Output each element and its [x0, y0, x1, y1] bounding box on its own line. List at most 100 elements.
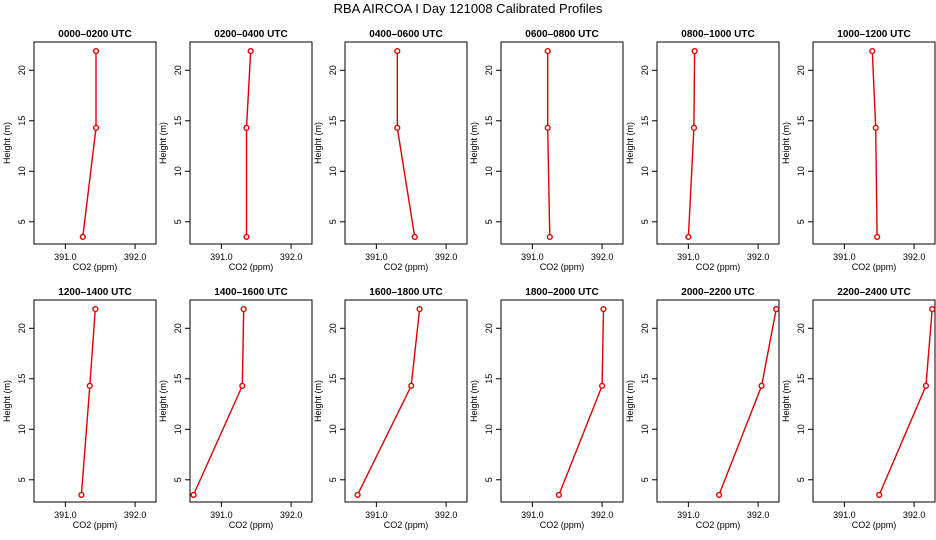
x-tick-label: 392.0 [903, 252, 926, 262]
plot-frame [500, 299, 624, 503]
profile-point [86, 382, 93, 389]
plot-frame [812, 299, 936, 503]
plot-frame [189, 299, 313, 503]
profile-point [243, 124, 250, 131]
panel-1: 0000–0200 UTC 391.0 392.0 5 10 15 20 CO2 (ppm) H… [2, 29, 157, 272]
profile-point [874, 233, 881, 241]
y-tick-label: 20 [640, 323, 650, 333]
profile-line [871, 51, 878, 237]
x-tick-label: 391.0 [365, 510, 388, 520]
profile-point [240, 305, 247, 313]
y-axis-label: Height (m) [158, 122, 168, 164]
x-tick-label: 392.0 [435, 252, 458, 262]
y-tick-label: 15 [796, 116, 806, 126]
x-tick-label: 392.0 [280, 510, 303, 520]
plot-frame [189, 41, 313, 245]
profile-point [544, 124, 551, 131]
y-tick-label: 10 [796, 166, 806, 176]
x-tick-label: 391.0 [833, 510, 856, 520]
y-tick-label: 5 [796, 219, 806, 224]
profile-line [687, 51, 696, 237]
y-tick-label: 15 [640, 374, 650, 384]
y-tick-label: 5 [640, 477, 650, 482]
plot-frame [344, 41, 468, 245]
y-tick-label: 20 [640, 65, 650, 75]
panel-5: 0800–1000 UTC 391.0 392.0 5 10 15 20 CO2 (ppm) H… [625, 29, 780, 272]
profile-point [876, 491, 883, 499]
profile-point [685, 233, 692, 241]
y-tick-label: 20 [484, 65, 494, 75]
plot-frame [33, 41, 157, 245]
plot-frame [500, 41, 624, 245]
x-tick-label: 392.0 [747, 252, 770, 262]
panel-11: 2000–2200 UTC 391.0 392.0 5 10 15 20 CO2 (ppm) H… [625, 287, 780, 530]
x-axis-label: CO2 (ppm) [384, 262, 429, 272]
y-axis-label: Height (m) [781, 380, 791, 422]
profile-line [192, 309, 245, 496]
y-axis-label: Height (m) [625, 380, 635, 422]
panel-12: 2200–2400 UTC 391.0 392.0 5 10 15 20 CO2 (ppm) H… [781, 287, 936, 530]
y-tick-label: 15 [17, 374, 27, 384]
profile-point [922, 382, 930, 389]
y-tick-label: 5 [17, 219, 27, 224]
profile-point [690, 124, 698, 131]
x-axis-label: CO2 (ppm) [852, 262, 897, 272]
profile-point [247, 47, 254, 55]
panel-title: 0600–0800 UTC [525, 29, 598, 40]
panel-title: 2200–2400 UTC [837, 287, 910, 298]
panel-title: 0800–1000 UTC [681, 29, 754, 40]
y-tick-label: 15 [796, 374, 806, 384]
profile-point [758, 382, 765, 389]
panel-3: 0400–0600 UTC 391.0 392.0 5 10 15 20 CO2 (ppm) H… [313, 29, 468, 272]
profile-point [546, 233, 553, 241]
panel-title: 1800–2000 UTC [525, 287, 598, 298]
profile-line [558, 309, 605, 496]
profile-point [78, 491, 85, 499]
y-tick-label: 10 [17, 166, 27, 176]
y-tick-label: 15 [484, 374, 494, 384]
x-tick-label: 392.0 [124, 252, 147, 262]
profile-point [691, 47, 698, 55]
y-tick-label: 20 [328, 323, 338, 333]
y-tick-label: 15 [640, 116, 650, 126]
y-tick-label: 15 [17, 116, 27, 126]
y-tick-label: 10 [640, 424, 650, 434]
profile-line [80, 309, 96, 495]
y-axis-label: Height (m) [469, 122, 479, 164]
y-tick-label: 20 [328, 65, 338, 75]
y-tick-label: 5 [173, 219, 183, 224]
y-tick-label: 15 [328, 116, 338, 126]
x-tick-label: 392.0 [903, 510, 926, 520]
panel-title: 0400–0600 UTC [369, 29, 442, 40]
profile-point [411, 233, 418, 241]
x-axis-label: CO2 (ppm) [229, 262, 274, 272]
profile-point [92, 47, 100, 55]
panel-10: 1800–2000 UTC 391.0 392.0 5 10 15 20 CO2 (ppm) H… [469, 287, 624, 530]
profile-point [598, 382, 606, 389]
panel-7: 1200–1400 UTC 391.0 392.0 5 10 15 20 CO2 (ppm) H… [2, 287, 157, 530]
plot-frame [812, 41, 936, 245]
y-tick-label: 5 [484, 477, 494, 482]
y-tick-label: 5 [484, 219, 494, 224]
y-tick-label: 5 [796, 477, 806, 482]
profile-point [354, 491, 361, 499]
profile-line [718, 308, 777, 496]
y-tick-label: 20 [173, 323, 183, 333]
plot-frame [344, 299, 468, 503]
profile-point [929, 305, 936, 313]
y-tick-label: 10 [484, 166, 494, 176]
profile-line [878, 309, 933, 496]
y-axis-label: Height (m) [2, 122, 12, 164]
y-tick-label: 10 [328, 166, 338, 176]
y-axis-label: Height (m) [469, 380, 479, 422]
chart-title: RBA AIRCOA I Day 121008 Calibrated Profi… [334, 1, 603, 16]
x-axis-label: CO2 (ppm) [852, 520, 897, 530]
x-axis-label: CO2 (ppm) [73, 520, 118, 530]
panel-title: 1200–1400 UTC [58, 287, 131, 298]
profile-point [555, 491, 562, 499]
x-tick-label: 391.0 [677, 510, 700, 520]
x-tick-label: 391.0 [54, 252, 77, 262]
x-axis-label: CO2 (ppm) [384, 520, 429, 530]
profile-point [239, 382, 246, 389]
